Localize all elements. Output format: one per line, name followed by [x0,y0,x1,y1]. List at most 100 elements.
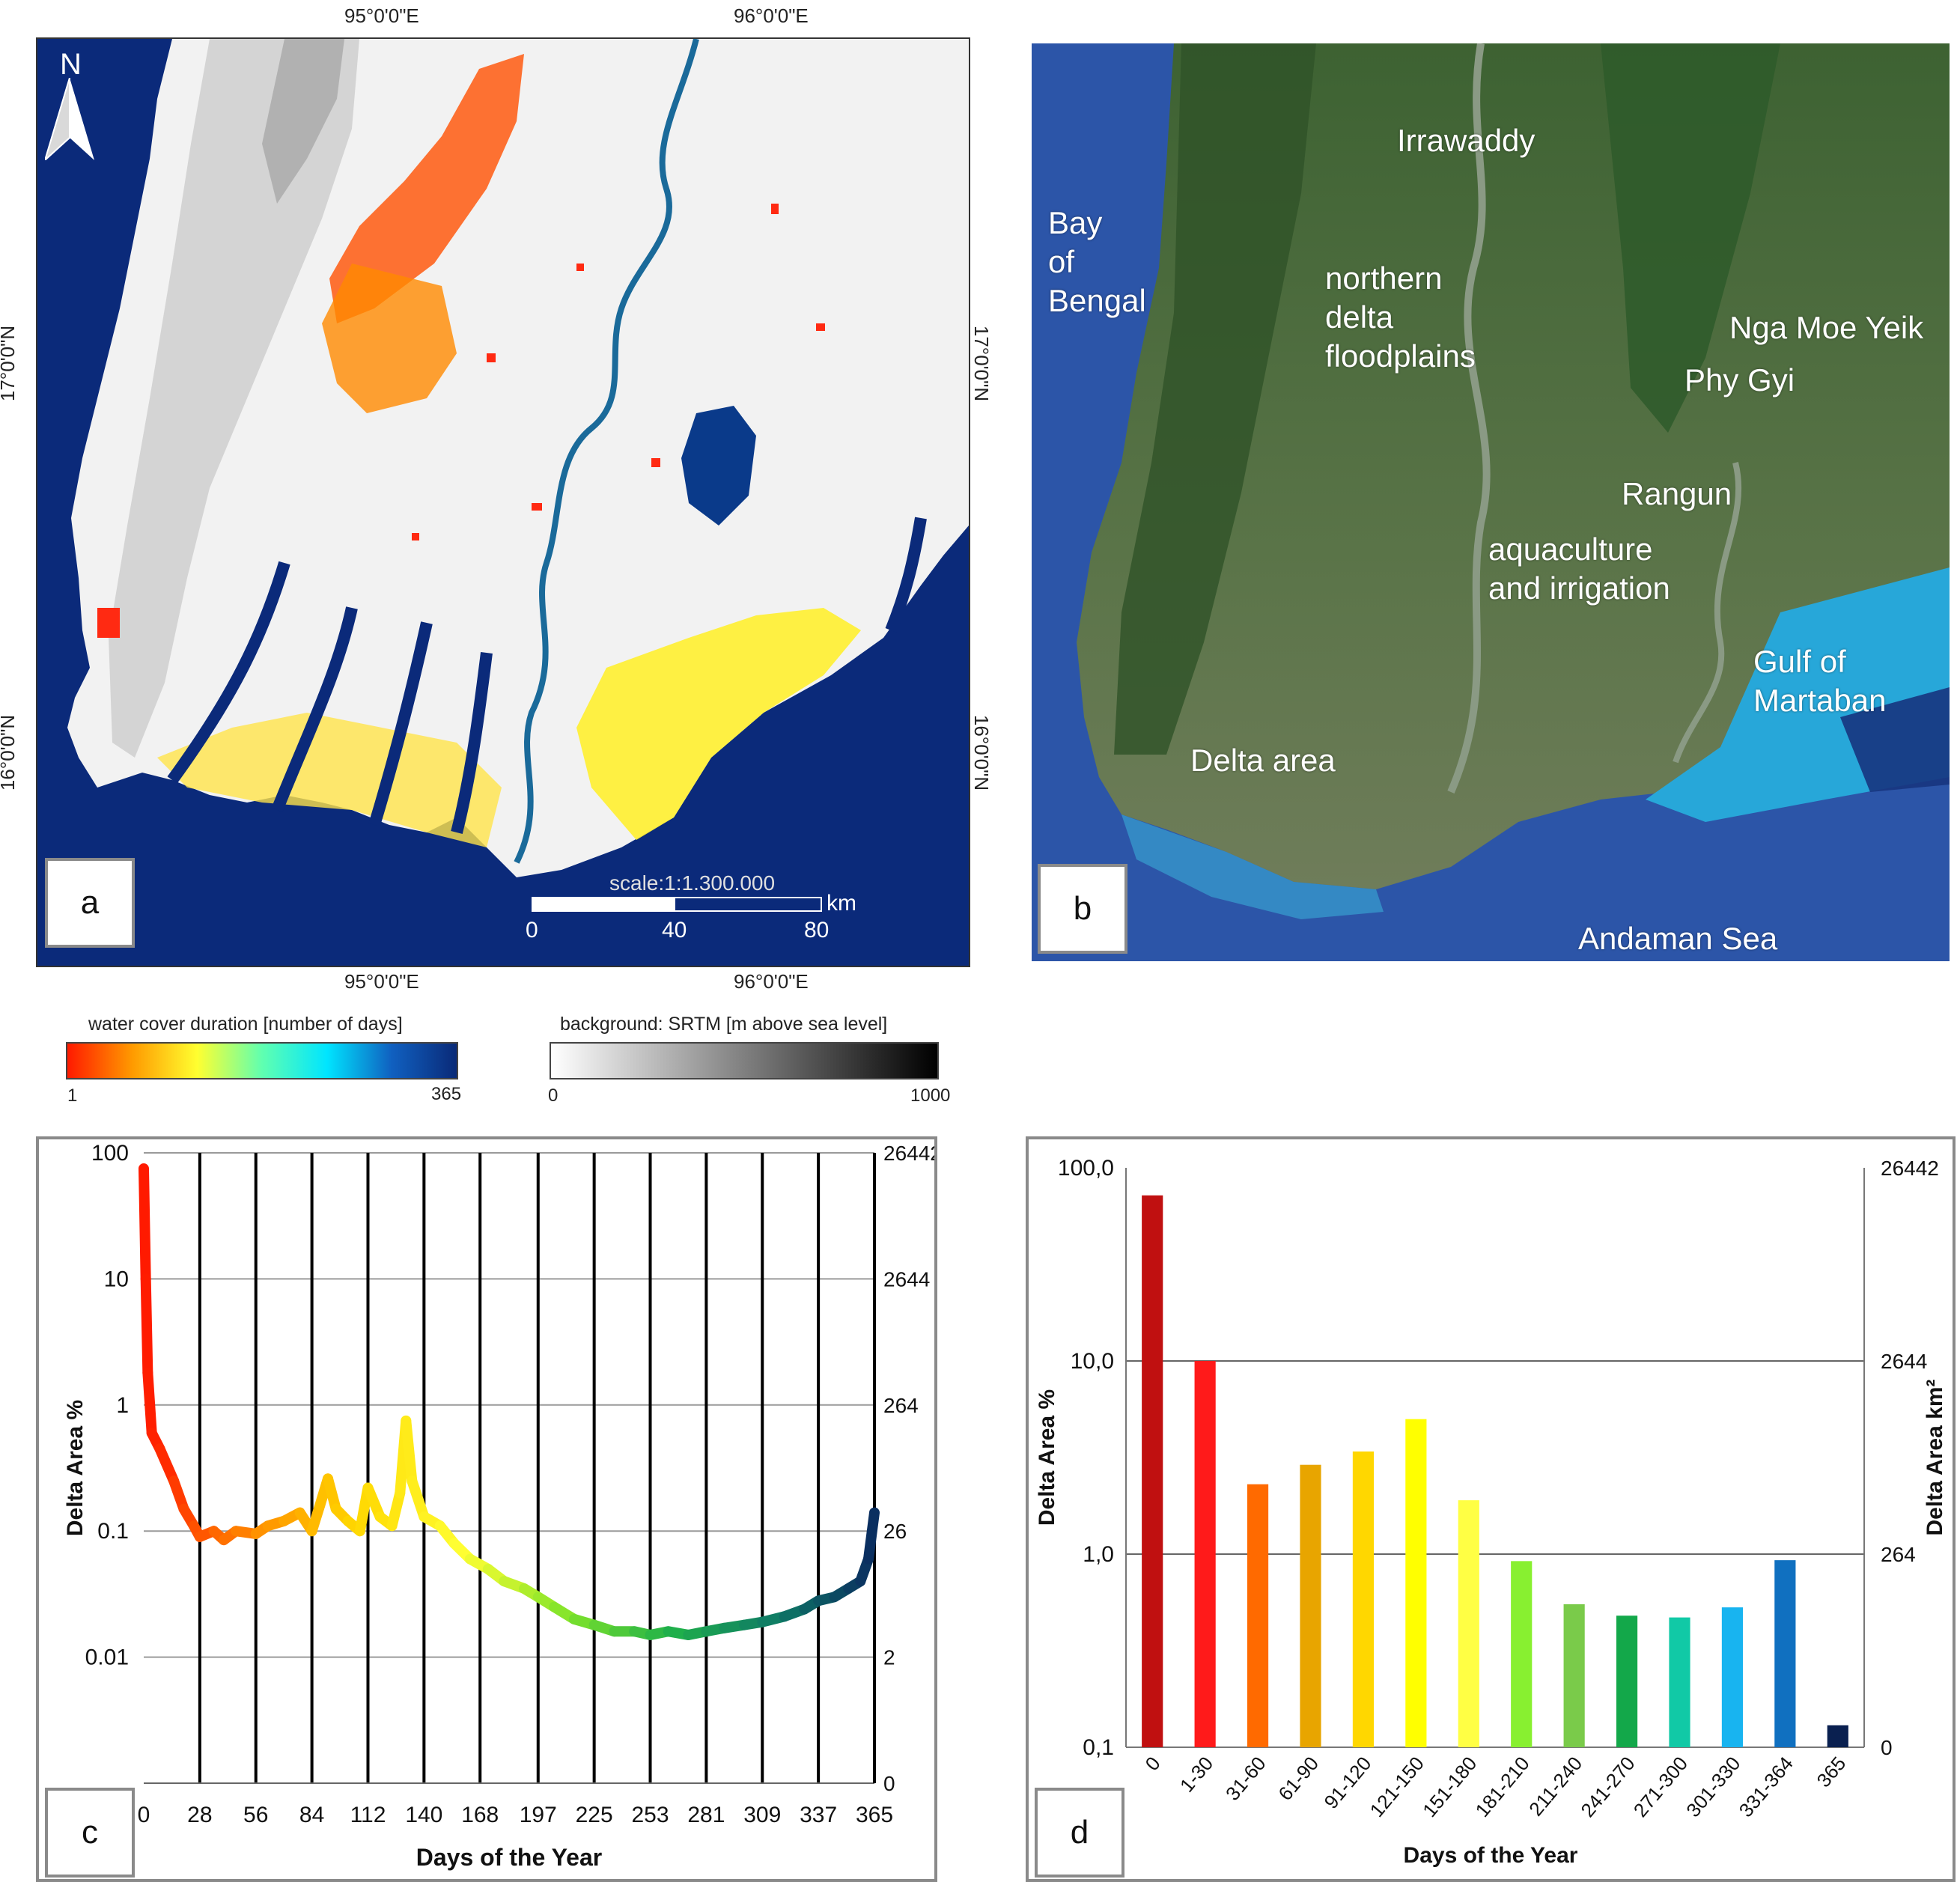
water-legend-min: 1 [67,1085,78,1106]
bar [1563,1604,1585,1747]
mountain-shade [109,39,359,758]
label-rangun: Rangun [1622,476,1732,511]
x-tick-label: 241-270 [1576,1752,1639,1821]
irrawaddy-river [1447,43,1491,794]
series-segment [142,1367,157,1439]
lon-label-bottom-96: 96°0'0"E [734,970,809,993]
water-legend-max: 365 [431,1084,462,1104]
y-tick-label-left: 100 [91,1141,129,1166]
bar [1721,1607,1744,1747]
series-segment [139,1163,151,1285]
y-tick-label-right: 264 [883,1394,919,1417]
satellite-image [1032,43,1950,961]
panel-b-tag: b [1038,864,1127,954]
scale-tick-40: 40 [662,918,687,942]
scale-bar-filled [533,898,675,910]
srtm-legend-title: background: SRTM [m above sea level] [560,1014,888,1035]
panel-d-bar-chart: 100,0 26442 10,0 2644 1,0 264 0,1 0 0 1-30 31-60 61… [1026,1136,1956,1882]
srtm-legend-max: 1000 [910,1085,951,1106]
coastal-flood-area [576,608,861,840]
panel-c-tag: c [45,1788,135,1878]
bar [1142,1195,1163,1747]
delta-distributaries [167,517,927,834]
panel-a-water-map: N 95°0'0"E 96°0'0"E 95°0'0"E 96°0'0"E 17… [0,0,993,993]
x-tick-label: 28 [187,1803,212,1827]
series-segment [407,1476,430,1523]
x-tick-label: 365 [1813,1752,1851,1792]
y-tick-label-left: 10,0 [1071,1349,1114,1374]
label-northern-delta: northern delta floodplains [1325,261,1476,374]
scale-tick-0: 0 [526,918,538,942]
x-tick-label: 331-364 [1735,1752,1798,1821]
small-flood-speckles [97,204,825,638]
north-label: N [60,48,82,81]
y-tick-label-right: 2644 [883,1267,930,1291]
chart-d-svg: 100,0 26442 10,0 2644 1,0 264 0,1 0 0 1-30 31-60 61… [1035,1156,1947,1868]
lon-label-bottom-95: 95°0'0"E [344,970,419,993]
water-duration-colorbar [66,1042,458,1079]
y-axis-title-left: Delta Area % [63,1400,88,1536]
bar [1616,1615,1638,1747]
lon-label-top-96: 96°0'0"E [734,4,809,27]
lat-label-left-16: 16°0'0"N [0,714,19,791]
label-bay-of-bengal: Bay of Bengal [1048,205,1146,318]
bar [1247,1484,1269,1747]
lat-label-right-17: 17°0'0"N [970,325,993,402]
y-tick-label-right: 264 [1881,1543,1916,1566]
srtm-legend-min: 0 [548,1085,559,1106]
x-axis-title: Days of the Year [1404,1843,1578,1868]
x-tick-label: 271-300 [1629,1752,1692,1821]
eastern-hills [1601,43,1780,433]
x-tick-label: 253 [631,1803,669,1827]
y-tick-label-right: 26 [883,1520,907,1543]
north-arrow: N [45,48,94,160]
chart-c-svg: 0 28 56 84 112 140 168 197 225 253 281 309 337 365100… [63,1141,934,1871]
x-tick-label: 112 [350,1803,386,1827]
y-tick-label-left: 10 [104,1267,129,1291]
panel-c-line-chart: 0 28 56 84 112 140 168 197 225 253 281 309 337 365 100… [36,1136,937,1882]
bar [1511,1561,1533,1747]
y-tick-label-left: 1 [116,1393,129,1418]
series-segment [401,1415,418,1487]
panel-d-tag: d [1035,1788,1124,1878]
label-irrawaddy: Irrawaddy [1397,123,1536,158]
x-tick-label: 211-240 [1524,1752,1586,1821]
bar [1458,1500,1479,1747]
series-segment [862,1507,880,1565]
y-tick-label-right: 2644 [1881,1350,1927,1373]
label-delta-area: Delta area [1190,743,1336,778]
lon-label-top-95: 95°0'0"E [344,4,419,27]
x-tick-label: 365 [856,1803,893,1827]
north-arrow-icon [45,78,94,160]
x-tick-label: 337 [800,1803,837,1827]
lat-label-left-17: 17°0'0"N [0,325,19,402]
y-axis-title-right: Delta Area km² [1923,1380,1947,1536]
scale-text: scale:1:1.300.000 [609,871,776,895]
mountain-dark-shade [262,39,344,204]
scale-tick-80: 80 [804,918,830,942]
label-gulf-of-martaban: Gulf of Martaban [1753,644,1887,718]
x-tick-label: 1-30 [1175,1752,1217,1797]
y-tick-label-right: 0 [883,1772,895,1795]
y-tick-label-right: 0 [1881,1736,1893,1759]
y-tick-label-right: 26442 [883,1142,934,1165]
bar [1405,1419,1427,1747]
yangon-river [1673,462,1741,764]
y-tick-label-left: 0.1 [97,1519,129,1544]
bar [1774,1560,1796,1747]
permanent-water-lake [681,406,756,526]
label-nga-moe-yeik: Nga Moe Yeik [1729,310,1924,345]
x-tick-label: 197 [520,1803,557,1827]
irrawaddy-river [514,39,699,864]
panel-b-satellite-map: Bay of Bengal Irrawaddy northern delta f… [1032,43,1950,961]
x-tick-label: 31-60 [1221,1752,1270,1805]
x-tick-label: 309 [743,1803,781,1827]
x-tick-label: 301-330 [1681,1752,1744,1821]
water-duration-map [36,37,970,967]
bar [1352,1451,1375,1747]
x-tick-label: 121-150 [1366,1752,1428,1821]
series-segment [154,1443,180,1487]
x-tick-label: 281 [687,1803,725,1827]
mountain-range [1114,43,1316,755]
y-tick-label-right: 26442 [1881,1157,1939,1180]
